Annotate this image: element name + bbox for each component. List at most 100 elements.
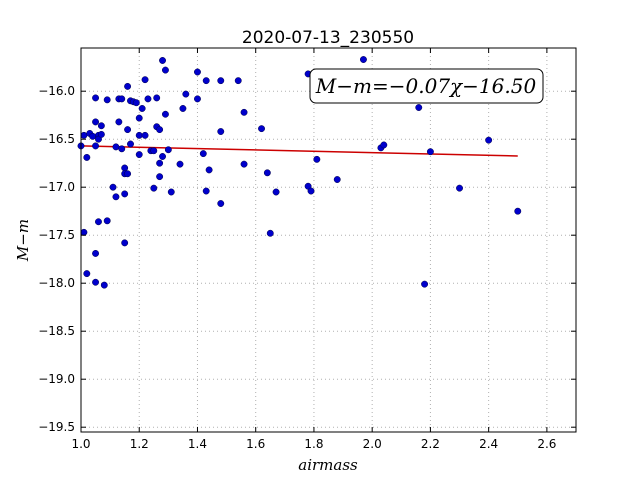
y-tick-label: −16.0 [38, 84, 75, 98]
data-point [258, 125, 265, 133]
x-tick-label: 1.4 [188, 437, 207, 451]
x-tick-label: 2.4 [479, 437, 498, 451]
data-point [161, 66, 169, 74]
x-tick-label: 1.0 [71, 437, 90, 451]
data-point [217, 77, 225, 85]
fit-equation: M−m=−0.07χ−16.50 [315, 74, 537, 98]
data-point [103, 217, 111, 225]
data-point [112, 143, 120, 151]
y-axis-label: M−m [14, 219, 32, 262]
x-axis-ticks: 1.0 1.2 1.4 1.6 1.8 2.0 2.2 2.4 2.6 [71, 48, 556, 451]
plot-frame [80, 47, 577, 433]
data-point [138, 105, 146, 112]
data-point [92, 118, 100, 126]
data-point [380, 141, 388, 149]
data-point [121, 190, 129, 198]
x-tick-label: 2.6 [537, 437, 556, 451]
data-point [141, 131, 149, 139]
y-tick-label: −19.5 [38, 420, 75, 434]
data-point [97, 122, 105, 130]
data-point [103, 96, 111, 104]
data-point [92, 278, 100, 286]
data-point [121, 164, 129, 172]
data-point [112, 193, 120, 201]
data-point [83, 153, 91, 161]
data-point [156, 126, 164, 134]
y-tick-label: −18.0 [38, 276, 75, 290]
data-point [217, 128, 225, 135]
data-point [132, 99, 140, 107]
y-tick-label: −18.5 [38, 324, 75, 338]
data-point [272, 188, 280, 196]
data-point [156, 173, 164, 181]
data-point [135, 114, 143, 122]
data-point [164, 146, 172, 154]
data-point [115, 118, 123, 126]
chart-title: 2020-07-13_230550 [242, 28, 414, 48]
y-tick-label: −19.0 [38, 372, 75, 386]
y-tick-label: −17.0 [38, 180, 75, 194]
data-point [118, 95, 126, 103]
x-tick-label: 1.2 [130, 437, 149, 451]
data-point [313, 155, 321, 163]
data-point [141, 76, 149, 84]
data-point [415, 104, 423, 111]
data-point [176, 160, 184, 168]
data-point [159, 153, 166, 160]
data-point [80, 131, 88, 139]
data-point [97, 130, 105, 138]
data-point [485, 136, 493, 144]
data-point [179, 105, 187, 112]
data-point [156, 159, 164, 167]
data-point [217, 200, 225, 207]
y-axis-ticks: −19.5 −19.0 −18.5 −18.0 −17.5 −17.0 −16.5 −16.0 [38, 84, 576, 434]
data-point [150, 184, 158, 192]
data-point [153, 94, 161, 102]
data-point [124, 170, 132, 178]
data-point [144, 95, 152, 103]
annotation-box: M−m=−0.07χ−16.50 [309, 68, 544, 104]
annotation-frame [309, 68, 544, 104]
data-point [202, 77, 210, 85]
data-point [159, 57, 166, 64]
data-point [92, 249, 100, 257]
data-point [100, 281, 108, 289]
data-point [124, 126, 132, 134]
data-point [121, 239, 129, 247]
data-point [161, 110, 169, 118]
data-point [426, 148, 434, 156]
data-point [307, 187, 315, 195]
x-tick-label: 1.8 [304, 437, 323, 451]
data-point [240, 160, 248, 168]
data-point [333, 176, 341, 183]
data-point [89, 132, 97, 140]
data-point [135, 151, 143, 159]
x-tick-label: 2.2 [421, 437, 440, 451]
data-point [92, 142, 100, 150]
y-tick-label: −17.5 [38, 228, 75, 242]
y-tick-label: −16.5 [38, 132, 75, 146]
grid-lines [80, 48, 576, 432]
data-point [92, 94, 100, 102]
data-point [167, 188, 175, 196]
data-point [182, 90, 190, 98]
data-point [202, 187, 210, 195]
data-point [194, 68, 201, 76]
x-tick-label: 2.0 [363, 437, 382, 451]
data-point [135, 131, 143, 139]
data-point [456, 184, 463, 192]
data-point [263, 169, 271, 177]
data-point [109, 183, 117, 191]
data-point [234, 77, 242, 85]
data-point [194, 95, 201, 103]
data-point [266, 229, 274, 237]
data-point [150, 147, 158, 155]
data-point [127, 140, 134, 148]
data-point [359, 56, 367, 63]
x-tick-label: 1.6 [246, 437, 265, 451]
data-point [118, 145, 126, 153]
data-point [199, 150, 207, 158]
data-point [240, 108, 248, 116]
data-point [83, 270, 91, 278]
